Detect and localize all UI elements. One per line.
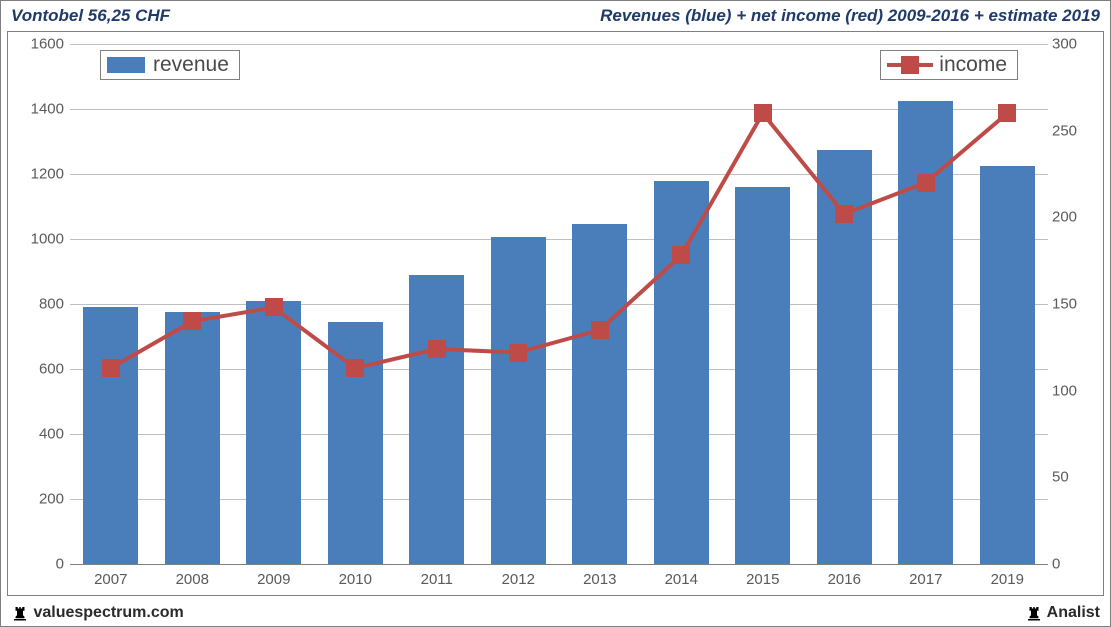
income-marker	[102, 359, 120, 377]
legend-income: income	[880, 50, 1018, 80]
income-marker	[998, 104, 1016, 122]
income-marker	[509, 344, 527, 362]
x-axis-label: 2008	[176, 571, 209, 588]
legend-income-swatch	[887, 54, 933, 76]
rook-icon	[1025, 604, 1043, 622]
y-left-tick-label: 400	[12, 426, 64, 443]
title-right: Revenues (blue) + net income (red) 2009-…	[600, 6, 1100, 26]
footer-right-text: Analist	[1047, 604, 1100, 621]
header: Vontobel 56,25 CHF Revenues (blue) + net…	[1, 1, 1110, 31]
y-right-tick-label: 150	[1052, 296, 1100, 313]
y-left-tick-label: 1000	[12, 231, 64, 248]
x-axis-label: 2017	[909, 571, 942, 588]
revenue-bar	[165, 312, 220, 564]
y-left-tick-label: 200	[12, 491, 64, 508]
x-axis-label: 2010	[339, 571, 372, 588]
x-axis-label: 2007	[94, 571, 127, 588]
y-right-tick-label: 200	[1052, 209, 1100, 226]
x-axis-label: 2016	[828, 571, 861, 588]
income-marker	[183, 312, 201, 330]
footer: valuespectrum.com Analist	[7, 600, 1104, 626]
footer-right: Analist	[1025, 604, 1100, 622]
legend-revenue-swatch	[107, 57, 145, 73]
gridline	[70, 44, 1048, 45]
x-axis-label: 2009	[257, 571, 290, 588]
legend-income-label: income	[939, 53, 1007, 77]
x-axis-label: 2019	[991, 571, 1024, 588]
revenue-bar	[980, 166, 1035, 564]
x-axis-label: 2013	[583, 571, 616, 588]
rook-icon	[11, 604, 29, 622]
revenue-bar	[735, 187, 790, 564]
chart-area: revenue income 0200400600800100012001400…	[7, 31, 1104, 596]
revenue-bar	[654, 181, 709, 565]
income-marker	[917, 174, 935, 192]
revenue-bar	[83, 307, 138, 564]
x-axis-label: 2012	[502, 571, 535, 588]
income-marker	[754, 104, 772, 122]
chart-container: Vontobel 56,25 CHF Revenues (blue) + net…	[0, 0, 1111, 627]
revenue-bar	[491, 237, 546, 564]
legend-revenue-label: revenue	[153, 53, 229, 77]
income-marker	[835, 205, 853, 223]
y-right-tick-label: 300	[1052, 36, 1100, 53]
y-left-tick-label: 0	[12, 556, 64, 573]
x-axis-label: 2014	[665, 571, 698, 588]
legend-revenue: revenue	[100, 50, 240, 80]
plot-area: revenue income 0200400600800100012001400…	[70, 44, 1048, 565]
x-axis-label: 2011	[421, 571, 453, 588]
y-left-tick-label: 600	[12, 361, 64, 378]
y-right-tick-label: 250	[1052, 122, 1100, 139]
income-marker	[265, 298, 283, 316]
income-marker	[428, 340, 446, 358]
revenue-bar	[246, 301, 301, 564]
income-marker	[591, 321, 609, 339]
y-right-tick-label: 0	[1052, 556, 1100, 573]
title-left: Vontobel 56,25 CHF	[11, 6, 170, 26]
revenue-bar	[898, 101, 953, 564]
y-left-tick-label: 1600	[12, 36, 64, 53]
footer-left: valuespectrum.com	[11, 604, 184, 622]
y-left-tick-label: 1400	[12, 101, 64, 118]
revenue-bar	[572, 224, 627, 564]
x-axis-label: 2015	[746, 571, 779, 588]
income-marker	[346, 359, 364, 377]
revenue-bar	[409, 275, 464, 564]
y-right-tick-label: 100	[1052, 382, 1100, 399]
income-marker	[672, 246, 690, 264]
footer-left-text: valuespectrum.com	[33, 604, 183, 621]
y-left-tick-label: 1200	[12, 166, 64, 183]
y-left-tick-label: 800	[12, 296, 64, 313]
y-right-tick-label: 50	[1052, 469, 1100, 486]
